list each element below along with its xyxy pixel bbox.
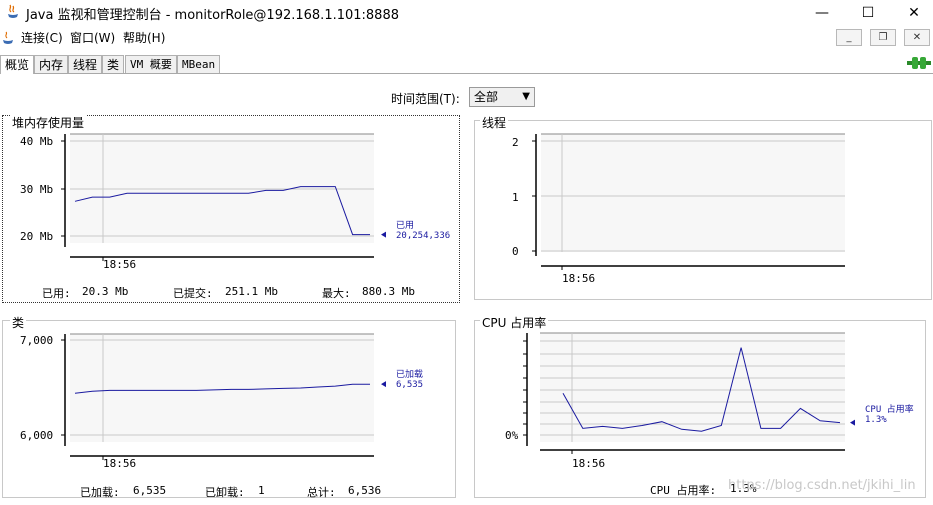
internal-restore-button[interactable]: ❐ bbox=[870, 29, 896, 46]
classes-loaded-label: 已加载: bbox=[80, 486, 120, 499]
threads-panel-title: 线程 bbox=[480, 114, 509, 131]
classes-legend-label: 已加载 bbox=[396, 370, 424, 380]
watermark: https://blog.csdn.net/jkihi_lin bbox=[728, 478, 916, 493]
tab-mbean[interactable]: MBean bbox=[177, 55, 221, 73]
classes-legend-value: 6,535 bbox=[396, 380, 424, 390]
classes-panel-title: 类 bbox=[10, 314, 27, 331]
tab-memory[interactable]: 内存 bbox=[34, 55, 69, 73]
heap-legend-value: 20,254,336 bbox=[396, 231, 451, 241]
title-bar bbox=[0, 0, 933, 26]
classes-panel[interactable] bbox=[2, 320, 456, 498]
classes-x-tick: 18:56 bbox=[103, 457, 137, 470]
cpu-panel-title: CPU 占用率 bbox=[480, 314, 549, 331]
heap-max-label: 最大: bbox=[322, 287, 351, 300]
heap-y-tick-mid: 30 Mb bbox=[20, 183, 54, 196]
window-maximize-button[interactable]: ☐ bbox=[861, 5, 875, 21]
cpu-usage-value: 1.3% bbox=[730, 482, 757, 495]
classes-y-tick-top: 7,000 bbox=[20, 334, 54, 347]
heap-committed-value: 251.1 Mb bbox=[225, 285, 278, 298]
classes-unloaded-label: 已卸载: bbox=[205, 486, 245, 499]
window-minimize-button[interactable]: — bbox=[815, 5, 829, 21]
heap-max-value: 880.3 Mb bbox=[362, 285, 415, 298]
heap-panel-title: 堆内存使用量 bbox=[10, 114, 87, 131]
time-range-label: 时间范围(T): bbox=[391, 92, 460, 106]
threads-y-tick-top: 2 bbox=[512, 136, 519, 149]
heap-legend-marker bbox=[381, 231, 386, 238]
classes-total-value: 6,536 bbox=[348, 484, 382, 497]
connection-status-icon bbox=[907, 57, 931, 69]
heap-legend-label: 已用 bbox=[396, 221, 415, 231]
window-close-button[interactable]: ✕ bbox=[908, 5, 920, 21]
java-app-icon bbox=[8, 4, 18, 18]
threads-y-tick-bottom: 0 bbox=[512, 245, 519, 258]
tab-threads[interactable]: 线程 bbox=[68, 55, 103, 73]
classes-loaded-value: 6,535 bbox=[133, 484, 167, 497]
cpu-legend-value: 1.3% bbox=[865, 415, 887, 425]
cpu-panel[interactable] bbox=[474, 320, 926, 498]
window-title: Java 监视和管理控制台 - monitorRole@192.168.1.10… bbox=[26, 8, 399, 23]
threads-y-tick-mid: 1 bbox=[512, 191, 519, 204]
heap-committed-label: 已提交: bbox=[173, 287, 213, 300]
cpu-usage-label: CPU 占用率: bbox=[650, 484, 717, 497]
tab-classes[interactable]: 类 bbox=[102, 55, 125, 73]
cpu-legend-label: CPU 占用率 bbox=[865, 405, 914, 415]
classes-y-tick-bottom: 6,000 bbox=[20, 429, 54, 442]
internal-close-button[interactable]: ✕ bbox=[904, 29, 930, 46]
heap-used-value: 20.3 Mb bbox=[82, 285, 129, 298]
menu-help[interactable]: 帮助(H) bbox=[123, 31, 166, 45]
time-range-select[interactable]: 全部 ▼ bbox=[469, 87, 535, 107]
chevron-down-icon: ▼ bbox=[522, 91, 530, 102]
cpu-y-tick-bottom: 0% bbox=[505, 429, 519, 442]
time-range-value: 全部 bbox=[474, 90, 499, 104]
tab-overview[interactable]: 概览 bbox=[0, 55, 35, 74]
menu-window[interactable]: 窗口(W) bbox=[70, 31, 116, 45]
heap-x-tick: 18:56 bbox=[103, 258, 137, 271]
menu-connection[interactable]: 连接(C) bbox=[21, 31, 63, 45]
heap-used-label: 已用: bbox=[42, 287, 71, 300]
cpu-x-tick: 18:56 bbox=[572, 457, 606, 470]
classes-unloaded-value: 1 bbox=[258, 484, 265, 497]
heap-chart bbox=[61, 133, 386, 261]
heap-y-tick-bottom: 20 Mb bbox=[20, 230, 54, 243]
classes-total-label: 总计: bbox=[307, 486, 336, 499]
heap-y-tick-top: 40 Mb bbox=[20, 135, 54, 148]
tab-vm-summary[interactable]: VM 概要 bbox=[125, 55, 177, 73]
java-menu-icon bbox=[3, 31, 13, 44]
threads-x-tick: 18:56 bbox=[562, 272, 596, 285]
heap-series-line bbox=[74, 186, 370, 236]
internal-minimize-button[interactable]: _ bbox=[836, 29, 862, 46]
heap-panel[interactable] bbox=[2, 115, 460, 303]
tab-strip bbox=[0, 53, 933, 74]
threads-panel[interactable] bbox=[474, 120, 932, 300]
